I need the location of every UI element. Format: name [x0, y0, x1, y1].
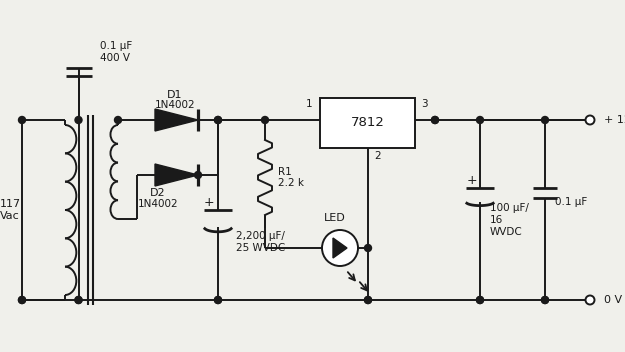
Circle shape	[364, 296, 371, 303]
Circle shape	[114, 117, 121, 124]
Circle shape	[214, 117, 221, 124]
Circle shape	[541, 117, 549, 124]
Polygon shape	[155, 164, 198, 186]
Text: 7812: 7812	[351, 117, 384, 130]
Text: 100 μF/
16
WVDC: 100 μF/ 16 WVDC	[490, 203, 529, 237]
Circle shape	[586, 295, 594, 304]
Text: 2: 2	[374, 151, 381, 161]
Circle shape	[541, 296, 549, 303]
Text: 2,200 μF/
25 WVDC: 2,200 μF/ 25 WVDC	[236, 231, 285, 253]
Circle shape	[194, 171, 201, 178]
Circle shape	[261, 117, 269, 124]
Circle shape	[75, 296, 82, 303]
Text: + 12 V: + 12 V	[604, 115, 625, 125]
Text: 0.1 μF: 0.1 μF	[555, 197, 588, 207]
Circle shape	[431, 117, 439, 124]
Text: 3: 3	[421, 99, 428, 109]
Text: 1N4002: 1N4002	[155, 100, 195, 110]
Circle shape	[586, 115, 594, 125]
Text: 0.1 μF
400 V: 0.1 μF 400 V	[101, 41, 132, 63]
Circle shape	[476, 296, 484, 303]
Circle shape	[19, 296, 26, 303]
Circle shape	[431, 117, 439, 124]
Circle shape	[364, 245, 371, 251]
Text: +: +	[203, 195, 214, 208]
Text: 117
Vac: 117 Vac	[0, 199, 21, 221]
Circle shape	[322, 230, 358, 266]
Circle shape	[214, 296, 221, 303]
Text: +: +	[466, 174, 477, 187]
Circle shape	[214, 296, 221, 303]
Circle shape	[364, 296, 371, 303]
Text: LED: LED	[324, 213, 346, 223]
Text: 0 V: 0 V	[604, 295, 622, 305]
Text: 1: 1	[306, 99, 312, 109]
Circle shape	[19, 296, 26, 303]
Text: D2: D2	[150, 188, 166, 198]
Circle shape	[476, 117, 484, 124]
Circle shape	[214, 117, 221, 124]
Circle shape	[476, 296, 484, 303]
Circle shape	[541, 296, 549, 303]
Polygon shape	[155, 109, 198, 131]
Bar	[320, 98, 415, 148]
Text: R1
2.2 k: R1 2.2 k	[278, 167, 304, 188]
Text: 1N4002: 1N4002	[138, 199, 178, 209]
Polygon shape	[333, 238, 347, 258]
Circle shape	[75, 117, 82, 124]
Circle shape	[75, 296, 82, 303]
Circle shape	[19, 117, 26, 124]
Text: D1: D1	[168, 90, 182, 100]
